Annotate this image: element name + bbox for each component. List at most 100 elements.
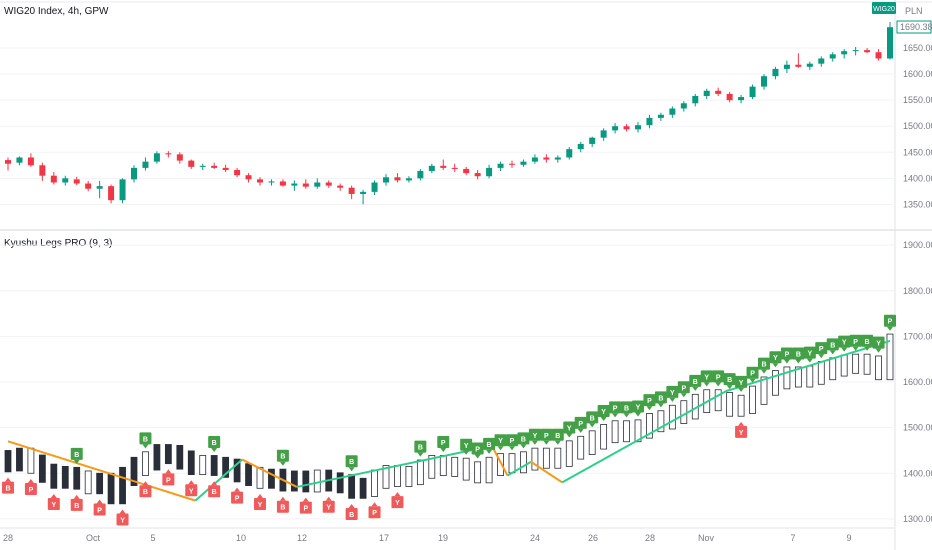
leg-line-segment: [491, 445, 509, 476]
buy-badge: [276, 449, 289, 462]
sell-badge-tip: [738, 421, 745, 426]
buy-badge-tip: [864, 346, 871, 351]
leg-bar: [348, 474, 356, 499]
leg-bar: [565, 440, 573, 467]
leg-bar: [531, 447, 539, 471]
time-tick-label: 19: [438, 533, 448, 543]
candle-body: [371, 182, 378, 192]
leg-bar: [290, 470, 298, 492]
buy-badge-letter: B: [624, 405, 629, 412]
leg-bar: [4, 450, 12, 473]
sell-badge: [299, 501, 312, 514]
candle-body: [600, 130, 607, 138]
candle-body: [153, 153, 160, 162]
buy-badge: [689, 374, 702, 387]
leg-bar: [875, 355, 882, 381]
candle-body: [463, 168, 470, 174]
price-tick-label: 1550.00: [903, 95, 932, 105]
sell-badge: [345, 508, 358, 521]
indicator-tick-label: 1300.00: [903, 514, 932, 524]
buy-badge: [70, 447, 83, 460]
leg-bar: [245, 463, 252, 486]
time-tick-label: 26: [588, 533, 598, 543]
price-tick-label: 1500.00: [903, 121, 932, 131]
buy-badge: [540, 428, 553, 441]
leg-bar: [508, 453, 516, 474]
leg-bar: [783, 366, 791, 390]
sell-badge-letter: B: [74, 503, 79, 510]
sell-badge: [2, 481, 14, 494]
leg-bar: [176, 445, 184, 470]
leg-line-segment: [530, 461, 563, 484]
leg-bar: [222, 456, 230, 478]
candle-body: [657, 114, 664, 118]
candle-body: [257, 179, 263, 183]
candle-body: [566, 149, 573, 158]
buy-badge: [345, 455, 358, 468]
buy-badge: [666, 385, 679, 398]
buy-badge: [139, 432, 152, 445]
sell-badge-tip: [165, 469, 172, 474]
buy-badge-letter: B: [590, 415, 595, 422]
buy-badge: [861, 334, 874, 347]
sell-badge-letter: P: [303, 506, 308, 513]
sell-badge: [254, 497, 266, 510]
buy-badge-letter: Y: [464, 443, 469, 450]
buy-badge-tip: [486, 449, 493, 454]
buy-badge-letter: B: [865, 339, 870, 346]
sell-badge: [322, 500, 335, 513]
leg-bar: [187, 450, 195, 476]
sell-badge: [368, 506, 381, 519]
leg-bar: [611, 420, 619, 444]
leg-line-segment: [194, 458, 243, 502]
sell-badge-tip: [142, 481, 149, 486]
buy-badge: [838, 335, 851, 348]
leg-bar: [302, 470, 310, 493]
leg-bar: [817, 361, 825, 385]
leg-bar: [164, 444, 172, 465]
buy-badge-tip: [463, 450, 470, 455]
candle-body: [73, 179, 80, 184]
candle-body: [692, 95, 699, 104]
time-tick-label: Nov: [698, 533, 715, 543]
leg-bar: [233, 458, 241, 483]
leg-line-segment: [725, 339, 891, 393]
sell-badge-tip: [325, 496, 332, 501]
indicator-tick-label: 1400.00: [903, 468, 932, 478]
buy-badge-tip: [474, 454, 481, 459]
buy-badge: [483, 437, 496, 450]
buy-badge-letter: P: [441, 440, 446, 447]
buy-badge-letter: P: [750, 371, 755, 378]
candle-body: [772, 68, 779, 77]
sell-badge-tip: [257, 493, 263, 498]
time-tick-label: 9: [846, 533, 851, 543]
buy-badge-letter: B: [349, 459, 354, 466]
sell-badge-tip: [302, 497, 309, 502]
symbol-title: WIG20 Index, 4h, GPW: [4, 6, 109, 17]
buy-badge-tip: [417, 452, 424, 457]
buy-badge: [700, 370, 713, 383]
buy-badge-letter: Y: [670, 390, 675, 397]
leg-bar: [96, 472, 104, 495]
candle-body: [783, 64, 790, 69]
sell-badge-letter: Y: [258, 502, 263, 509]
candle-body: [646, 117, 653, 126]
leg-bar: [130, 456, 138, 486]
buy-badge-tip: [829, 350, 836, 355]
price-tick-label: 1450.00: [903, 147, 932, 157]
sell-badge-tip: [234, 487, 241, 492]
buy-badge-tip: [783, 359, 790, 364]
sell-badge: [208, 485, 221, 498]
buy-badge-tip: [806, 358, 813, 363]
sell-badge-letter: Y: [189, 488, 194, 495]
buy-badge-letter: B: [74, 452, 79, 459]
sell-badge-tip: [96, 499, 103, 504]
sell-badge: [93, 503, 106, 516]
candle-body: [188, 160, 195, 167]
sell-badge-letter: P: [235, 496, 240, 503]
leg-bar: [714, 389, 722, 412]
buy-badge-letter: P: [716, 374, 721, 381]
candle-body: [623, 126, 630, 130]
